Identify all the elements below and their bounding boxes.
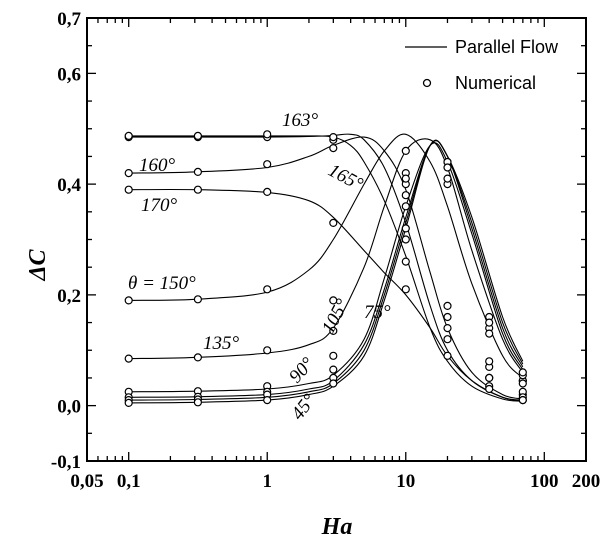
annotation-135deg: 135° [203, 333, 240, 354]
x-tick-label: 1 [262, 471, 272, 492]
x-tick-label: 10 [396, 471, 415, 492]
curve-45deg [128, 139, 524, 404]
marker-105deg [329, 351, 338, 360]
marker-45deg [193, 398, 202, 407]
x-tick-label: 100 [530, 471, 559, 492]
marker-165deg [401, 257, 410, 266]
annotation-163deg: 163° [282, 110, 319, 131]
marker-163deg [401, 224, 410, 233]
marker-165deg [263, 130, 272, 139]
legend-circle-swatch [422, 78, 432, 88]
marker-45deg [263, 396, 272, 405]
curve-160deg [128, 136, 523, 400]
curve-170deg [128, 188, 523, 402]
x-tick-label: 0,05 [70, 471, 103, 492]
y-tick-label: 0,6 [57, 64, 81, 85]
marker-170deg [443, 351, 452, 360]
marker-75deg [518, 379, 527, 388]
marker-170deg [193, 185, 202, 194]
marker-75deg [485, 329, 494, 338]
annotation-75deg: 75° [364, 302, 391, 323]
marker-45deg [329, 379, 338, 388]
marker-135deg [193, 353, 202, 362]
marker-theta-150deg [401, 146, 410, 155]
curve-90deg [128, 140, 524, 398]
marker-165deg [443, 335, 452, 344]
marker-170deg [263, 187, 272, 196]
marker-75deg [401, 174, 410, 183]
legend-label-parallel-flow: Parallel Flow [455, 37, 559, 57]
legend: Parallel Flow Numerical [405, 37, 559, 93]
y-tick-label: 0,2 [57, 286, 81, 307]
marker-160deg [329, 144, 338, 153]
curve-annotations: 163°160° 165°170°θ = 150°135°105° 75°90°45… [128, 110, 391, 424]
marker-170deg [124, 185, 133, 194]
x-axis-title: Ha [321, 514, 353, 540]
marker-90deg [518, 368, 527, 377]
y-axis: -0,1 0,0 0,2 0,4 0,6 0,7 [51, 9, 586, 473]
marker-165deg [124, 131, 133, 140]
annotation-160deg: 160° [139, 155, 176, 176]
marker-135deg [485, 357, 494, 366]
y-tick-label: 0,0 [57, 397, 81, 418]
marker-theta-150deg [263, 285, 272, 294]
marker-45deg [124, 398, 133, 407]
marker-170deg [329, 218, 338, 227]
y-axis-title: ΔC [25, 248, 51, 281]
marker-163deg [443, 312, 452, 322]
marker-135deg [124, 354, 133, 363]
marker-170deg [401, 285, 410, 294]
annotation-theta-150deg: θ = 150° [128, 273, 196, 294]
marker-160deg [193, 167, 202, 176]
marker-45deg [401, 235, 410, 244]
x-tick-label: 200 [572, 471, 601, 492]
y-tick-label: 0,4 [57, 175, 81, 196]
marker-105deg [401, 202, 410, 211]
y-tick-label: -0,1 [51, 452, 81, 473]
marker-135deg [263, 346, 272, 355]
y-tick-label: 0,7 [57, 9, 81, 30]
marker-163deg [485, 373, 494, 382]
marker-165deg [193, 131, 202, 140]
series-markers [124, 130, 527, 407]
marker-135deg [329, 326, 338, 335]
marker-45deg [485, 318, 494, 327]
x-axis: 0,05 0,1 1 10 100 200 [70, 18, 600, 492]
marker-45deg [443, 163, 452, 172]
curve-theta-150deg [128, 133, 524, 379]
marker-75deg [443, 174, 452, 183]
annotation-170deg: 170° [141, 195, 178, 216]
marker-160deg [263, 160, 272, 169]
marker-165deg [329, 133, 338, 142]
marker-170deg [518, 396, 527, 405]
x-tick-label: 0,1 [117, 471, 141, 492]
marker-theta-150deg [193, 295, 202, 304]
curve-135deg [128, 138, 524, 373]
marker-theta-150deg [443, 301, 452, 310]
marker-170deg [485, 384, 494, 394]
marker-theta-150deg [329, 296, 338, 305]
curve-105deg [128, 142, 524, 393]
marker-160deg [124, 169, 133, 178]
marker-160deg [401, 191, 410, 200]
marker-90deg [329, 365, 338, 374]
marker-160deg [443, 324, 452, 333]
marker-theta-150deg [124, 296, 133, 305]
legend-label-numerical: Numerical [455, 73, 536, 93]
